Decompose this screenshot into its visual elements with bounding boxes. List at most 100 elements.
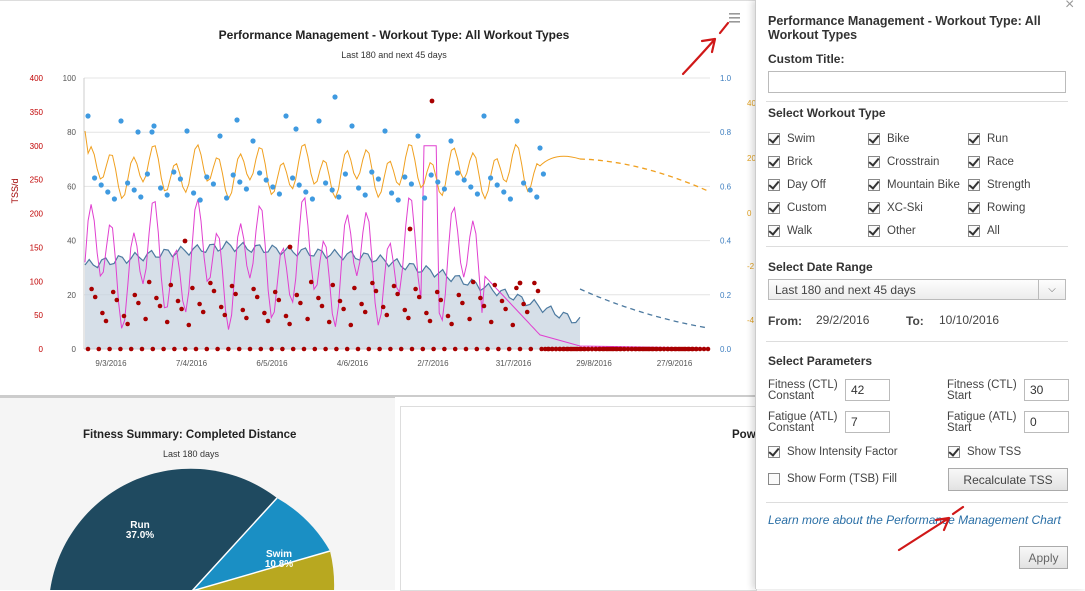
if-point: [131, 187, 137, 193]
tss-point: [107, 346, 112, 352]
show-form-fill-checkbox[interactable]: Show Form (TSB) Fill: [768, 473, 897, 485]
workout-type-brick-checkbox[interactable]: Brick: [768, 156, 813, 168]
ctl-constant-input[interactable]: [845, 379, 890, 401]
ctl-start-input[interactable]: [1024, 379, 1069, 401]
workout-type-label: XC-Ski: [887, 202, 923, 214]
tss-tick-label: 200: [30, 210, 44, 219]
show-tss-checkbox[interactable]: Show TSS: [948, 446, 1021, 458]
if-point: [177, 176, 183, 182]
custom-title-input[interactable]: [768, 71, 1066, 93]
tss-point: [685, 346, 691, 352]
workout-type-label: Brick: [787, 156, 813, 168]
if-point: [98, 182, 104, 188]
tss-point: [200, 309, 206, 315]
annotation-arrow-icon: [681, 21, 730, 76]
tss-point: [215, 346, 220, 352]
date-range-select[interactable]: Last 180 and next 45 days ⌵: [768, 279, 1066, 300]
to-label: To:: [906, 314, 924, 328]
show-intensity-factor-checkbox[interactable]: Show Intensity Factor: [768, 446, 898, 458]
close-icon[interactable]: ×: [1065, 0, 1075, 13]
tss-point: [128, 346, 134, 352]
workout-type-label: Rowing: [987, 202, 1026, 214]
atl-start-input[interactable]: [1024, 411, 1069, 433]
tss-tick-label: 400: [30, 74, 44, 83]
workout-type-all-checkbox[interactable]: All: [968, 225, 1000, 237]
ctl-tick-label: 100: [63, 74, 77, 83]
workout-type-race-checkbox[interactable]: Race: [968, 156, 1014, 168]
tss-point: [236, 346, 242, 352]
tss-point: [545, 346, 551, 352]
workout-type-other-checkbox[interactable]: Other: [868, 225, 916, 237]
ctl-line: [84, 240, 581, 324]
tss-point: [312, 346, 318, 352]
workout-type-day-off-checkbox[interactable]: Day Off: [768, 179, 826, 191]
tss-point: [589, 346, 595, 352]
if-point: [125, 180, 131, 186]
tss-point: [499, 298, 505, 304]
x-tick-label: 29/8/2016: [576, 359, 612, 368]
ctl-tick-label: 20: [67, 291, 76, 300]
if-point: [402, 174, 408, 180]
workout-type-swim-checkbox[interactable]: Swim: [768, 133, 815, 145]
tss-point: [161, 346, 166, 352]
tss-point: [121, 313, 127, 319]
x-tick-label: 4/6/2016: [337, 359, 369, 368]
tss-point: [424, 310, 429, 316]
workout-type-custom-checkbox[interactable]: Custom: [768, 202, 827, 214]
if-point: [441, 186, 447, 192]
workout-type-bike-checkbox[interactable]: Bike: [868, 133, 909, 145]
tss-point: [233, 291, 238, 297]
workout-type-label: Mountain Bike: [887, 179, 960, 191]
date-range-value: Last 180 and next 45 days: [775, 283, 916, 297]
workout-type-xc-ski-checkbox[interactable]: XC-Ski: [868, 202, 923, 214]
workout-type-walk-checkbox[interactable]: Walk: [768, 225, 812, 237]
tss-point: [416, 294, 422, 300]
workout-type-mountain-bike-checkbox[interactable]: Mountain Bike: [868, 179, 960, 191]
x-tick-label: 9/3/2016: [95, 359, 127, 368]
tss-point: [254, 294, 260, 300]
workout-type-label: All: [987, 225, 1000, 237]
apply-button[interactable]: Apply: [1019, 546, 1068, 569]
pie-percent-swim: 10.8%: [265, 559, 293, 570]
tss-point: [398, 346, 404, 352]
tss-point: [697, 346, 703, 352]
ctl-tick-label: 40: [67, 237, 76, 246]
tss-point: [503, 306, 508, 312]
pie-label-run: Run: [130, 520, 149, 531]
ctl-start-label: Fitness (CTL) Start: [947, 379, 1017, 402]
tss-point: [478, 295, 483, 301]
tss-point: [406, 315, 411, 321]
tss-point: [581, 346, 587, 352]
recalculate-tss-button[interactable]: Recalculate TSS: [948, 468, 1068, 491]
workout-type-run-checkbox[interactable]: Run: [968, 133, 1008, 145]
tss-point: [373, 288, 379, 294]
fitness-summary-subtitle: Last 180 days: [163, 449, 220, 459]
checkbox-icon: [768, 156, 780, 168]
workout-type-rowing-checkbox[interactable]: Rowing: [968, 202, 1025, 214]
to-date[interactable]: 10/10/2016: [939, 313, 1000, 327]
atl-constant-input[interactable]: [845, 411, 890, 433]
tss-point: [561, 346, 567, 352]
workout-type-strength-checkbox[interactable]: Strength: [968, 179, 1030, 191]
tss-point: [370, 280, 375, 286]
tss-point: [528, 346, 534, 352]
pie-slice-swim[interactable]: [192, 498, 330, 590]
tss-point: [182, 346, 188, 352]
tss-point: [689, 346, 695, 352]
if-point: [415, 133, 421, 139]
workout-type-crosstrain-checkbox[interactable]: Crosstrain: [868, 156, 939, 168]
tss-point: [352, 285, 357, 291]
checkbox-icon: [868, 202, 880, 214]
chart-menu-icon[interactable]: [728, 11, 742, 23]
tss-point: [532, 280, 537, 286]
tsb-tick-label: -4: [747, 316, 755, 325]
learn-more-link[interactable]: Learn more about the Performance Managem…: [768, 513, 1061, 527]
left-axis-label: TSS/d: [10, 178, 20, 203]
if-point: [481, 113, 487, 119]
from-date[interactable]: 29/2/2016: [816, 313, 870, 327]
if-point: [135, 129, 141, 135]
tss-point: [258, 346, 264, 352]
if-tick-label: 0.8: [720, 128, 732, 137]
tss-point: [211, 288, 217, 294]
tss-point: [449, 321, 454, 327]
